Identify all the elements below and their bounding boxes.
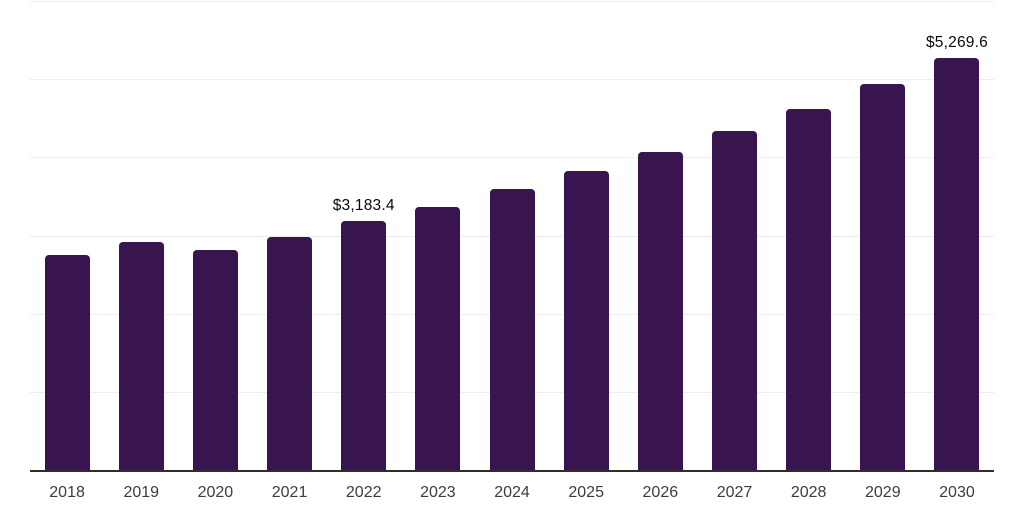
bar-2022	[341, 221, 387, 470]
bar-wrap-2018	[44, 255, 90, 470]
bar-slot-2020	[178, 1, 252, 470]
gridline-6000	[30, 1, 994, 2]
bar-wrap-2019	[118, 241, 164, 470]
x-tick-label-2029: 2029	[865, 484, 901, 501]
bar-wrap-2028	[786, 109, 832, 470]
x-tick-label-2026: 2026	[642, 484, 679, 501]
bar-2025	[563, 171, 609, 470]
bar-2018	[44, 255, 90, 470]
bar-slot-2025	[549, 1, 623, 470]
bar-2028	[786, 109, 832, 470]
bar-wrap-2024	[489, 189, 535, 470]
value-label-2022: $3,183.4	[332, 197, 395, 215]
x-tick-label-2030: 2030	[939, 484, 975, 501]
plot-area: $3,183.4 $5,269.6	[30, 1, 994, 470]
x-tick-label-2027: 2027	[716, 484, 753, 501]
bar-slot-2023	[401, 1, 475, 470]
bar-2020	[192, 249, 238, 470]
bar-wrap-2025	[563, 171, 609, 470]
bar-2021	[267, 236, 313, 470]
bar-2026	[637, 152, 683, 470]
bar-2030	[934, 58, 980, 470]
bar-slot-2030: $5,269.6	[920, 1, 994, 470]
x-axis-line	[30, 470, 994, 472]
x-tick-label-2018: 2018	[49, 484, 85, 501]
x-axis-labels: 2018 2019 2020 2021 2022 2023 2024 2025 2026 2027…	[30, 484, 994, 502]
bar-wrap-2030: $5,269.6	[926, 34, 988, 470]
bar-wrap-2022: $3,183.4	[333, 197, 394, 470]
bar-slot-2029	[846, 1, 920, 470]
bar-slot-2028	[772, 1, 846, 470]
bar-slot-2026	[623, 1, 697, 470]
value-label-2030: $5,269.6	[925, 34, 988, 52]
bar-2027	[711, 131, 757, 470]
bar-2029	[860, 83, 906, 470]
bar-slot-2022: $3,183.4	[327, 1, 401, 470]
x-tick-label-2022: 2022	[345, 484, 382, 501]
x-tick-label-2025: 2025	[568, 484, 604, 501]
bar-slot-2019	[104, 1, 178, 470]
gridline-4000	[30, 157, 994, 159]
bar-slot-2018	[30, 1, 104, 470]
gridline-5000	[30, 79, 994, 81]
bar-wrap-2027	[711, 131, 757, 470]
bar-2024	[489, 189, 535, 470]
bars-layer: $3,183.4 $5,269.6	[30, 1, 994, 470]
bar-wrap-2023	[415, 206, 461, 470]
bar-wrap-2020	[192, 249, 238, 470]
x-tick-label-2024: 2024	[494, 484, 530, 501]
bar-wrap-2026	[637, 152, 683, 470]
bar-slot-2027	[697, 1, 771, 470]
x-tick-label-2019: 2019	[123, 484, 160, 501]
x-tick-label-2021: 2021	[271, 484, 308, 501]
bar-slot-2024	[475, 1, 549, 470]
x-tick-label-2028: 2028	[790, 484, 827, 501]
bar-wrap-2021	[267, 236, 313, 470]
bar-slot-2021	[252, 1, 326, 470]
x-tick-label-2023: 2023	[420, 484, 456, 501]
bar-2023	[415, 206, 461, 470]
x-tick-label-2020: 2020	[197, 484, 234, 501]
bar-2019	[118, 241, 164, 470]
bar-wrap-2029	[860, 83, 906, 470]
